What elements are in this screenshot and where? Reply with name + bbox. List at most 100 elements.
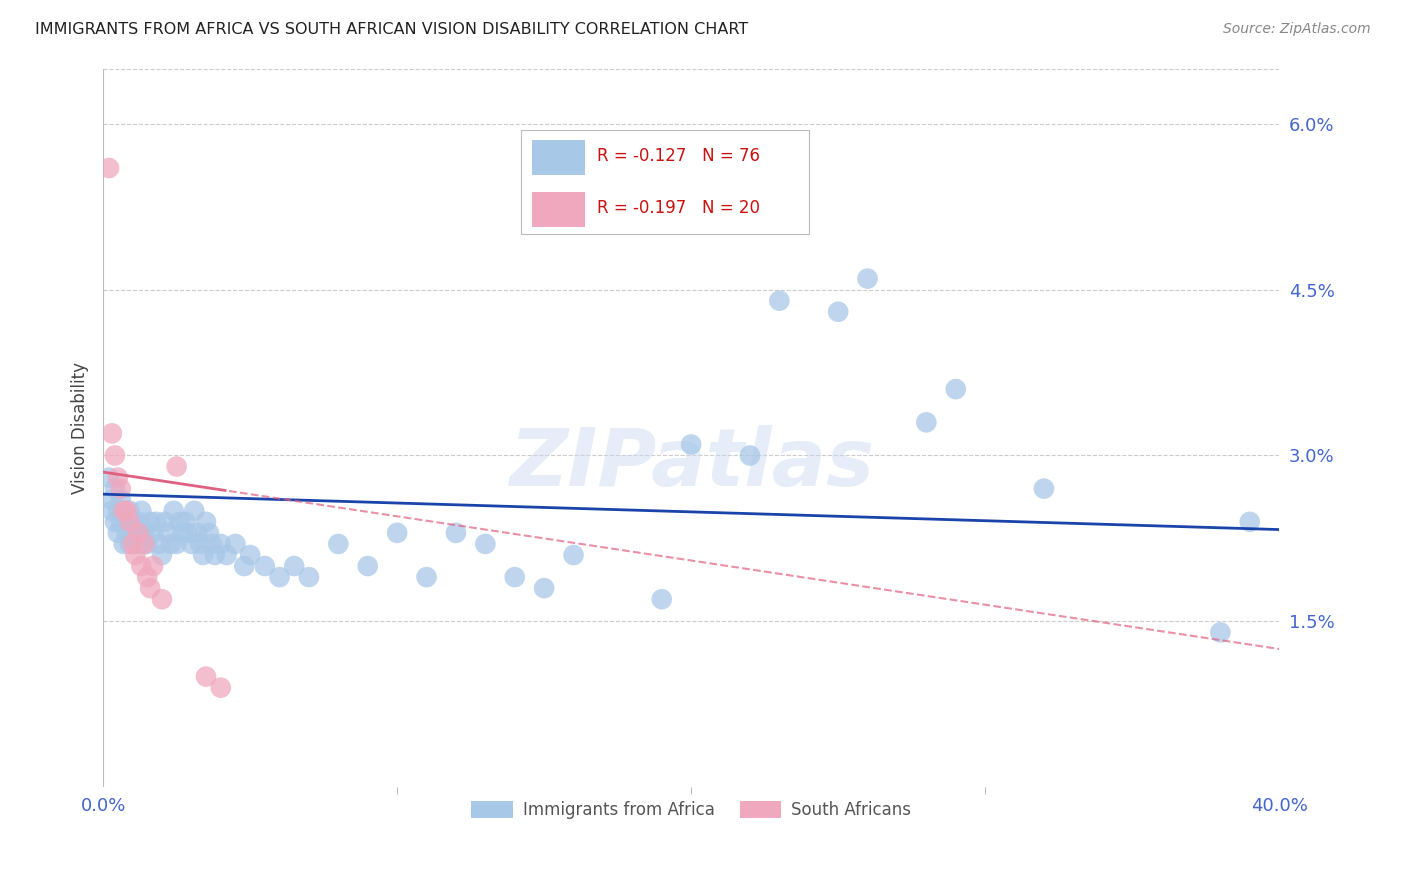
Point bbox=[209, 537, 232, 551]
Point bbox=[195, 515, 218, 529]
Point bbox=[112, 504, 135, 518]
Point bbox=[101, 426, 124, 441]
Point bbox=[112, 504, 135, 518]
Point bbox=[215, 548, 238, 562]
Legend: Immigrants from Africa, South Africans: Immigrants from Africa, South Africans bbox=[464, 794, 918, 826]
Point bbox=[183, 504, 205, 518]
Point bbox=[148, 537, 170, 551]
Point bbox=[188, 537, 211, 551]
Point bbox=[204, 548, 226, 562]
Text: ZIPatlas: ZIPatlas bbox=[509, 425, 873, 503]
Point bbox=[283, 559, 305, 574]
Point bbox=[357, 559, 380, 574]
Point bbox=[233, 559, 256, 574]
Text: Source: ZipAtlas.com: Source: ZipAtlas.com bbox=[1223, 22, 1371, 37]
Point bbox=[159, 537, 181, 551]
Point bbox=[115, 504, 138, 518]
Point bbox=[856, 271, 879, 285]
Point bbox=[110, 482, 132, 496]
Point bbox=[827, 305, 849, 319]
Point bbox=[169, 515, 191, 529]
Point bbox=[139, 515, 162, 529]
Bar bbox=[533, 193, 585, 227]
Point bbox=[127, 515, 149, 529]
Point bbox=[115, 525, 138, 540]
Text: R = -0.197   N = 20: R = -0.197 N = 20 bbox=[598, 199, 761, 217]
Point bbox=[166, 537, 188, 551]
Point bbox=[136, 537, 159, 551]
Point bbox=[1239, 515, 1261, 529]
Point bbox=[186, 525, 208, 540]
Point bbox=[945, 382, 967, 396]
Text: IMMIGRANTS FROM AFRICA VS SOUTH AFRICAN VISION DISABILITY CORRELATION CHART: IMMIGRANTS FROM AFRICA VS SOUTH AFRICAN … bbox=[35, 22, 748, 37]
Point bbox=[118, 504, 141, 518]
Y-axis label: Vision Disability: Vision Disability bbox=[72, 362, 89, 494]
Point bbox=[915, 415, 938, 429]
Point bbox=[150, 592, 173, 607]
Point bbox=[163, 504, 186, 518]
Point bbox=[156, 525, 179, 540]
Point bbox=[177, 525, 200, 540]
Point bbox=[131, 559, 153, 574]
Point bbox=[101, 492, 124, 507]
Point bbox=[153, 515, 176, 529]
Point bbox=[195, 670, 218, 684]
Point bbox=[1209, 625, 1232, 640]
Point bbox=[328, 537, 350, 551]
Point bbox=[651, 592, 673, 607]
Point bbox=[124, 537, 146, 551]
Point bbox=[110, 492, 132, 507]
Point bbox=[201, 537, 224, 551]
Point bbox=[127, 525, 149, 540]
Point bbox=[98, 161, 121, 175]
Point bbox=[115, 515, 138, 529]
Point bbox=[209, 681, 232, 695]
Point bbox=[150, 548, 173, 562]
FancyBboxPatch shape bbox=[520, 129, 808, 234]
Point bbox=[768, 293, 790, 308]
Point bbox=[253, 559, 276, 574]
Point bbox=[681, 437, 703, 451]
Point bbox=[269, 570, 291, 584]
Point bbox=[172, 525, 194, 540]
Point bbox=[533, 581, 555, 595]
Point bbox=[104, 515, 127, 529]
Point bbox=[191, 548, 214, 562]
Point bbox=[503, 570, 526, 584]
Point bbox=[415, 570, 437, 584]
Point bbox=[121, 537, 143, 551]
Point bbox=[139, 581, 162, 595]
Point bbox=[124, 548, 146, 562]
Point bbox=[121, 515, 143, 529]
Point bbox=[145, 515, 167, 529]
Point bbox=[101, 504, 124, 518]
Point bbox=[198, 525, 221, 540]
Point bbox=[112, 537, 135, 551]
Point bbox=[107, 504, 129, 518]
Point bbox=[107, 470, 129, 484]
Point bbox=[142, 525, 165, 540]
Point bbox=[239, 548, 262, 562]
Point bbox=[127, 525, 149, 540]
Point bbox=[385, 525, 408, 540]
Point bbox=[224, 537, 246, 551]
Point bbox=[444, 525, 467, 540]
Point bbox=[174, 515, 197, 529]
Point bbox=[131, 504, 153, 518]
Point bbox=[738, 449, 761, 463]
Point bbox=[142, 559, 165, 574]
Point bbox=[166, 459, 188, 474]
Text: R = -0.127   N = 76: R = -0.127 N = 76 bbox=[598, 146, 761, 165]
Point bbox=[118, 537, 141, 551]
Point bbox=[180, 537, 202, 551]
Point bbox=[136, 570, 159, 584]
Point bbox=[562, 548, 585, 562]
Point bbox=[134, 525, 156, 540]
Point bbox=[134, 537, 156, 551]
Point bbox=[104, 482, 127, 496]
Point bbox=[298, 570, 321, 584]
Point bbox=[121, 525, 143, 540]
Point bbox=[1033, 482, 1056, 496]
Bar bbox=[533, 140, 585, 175]
Point bbox=[474, 537, 496, 551]
